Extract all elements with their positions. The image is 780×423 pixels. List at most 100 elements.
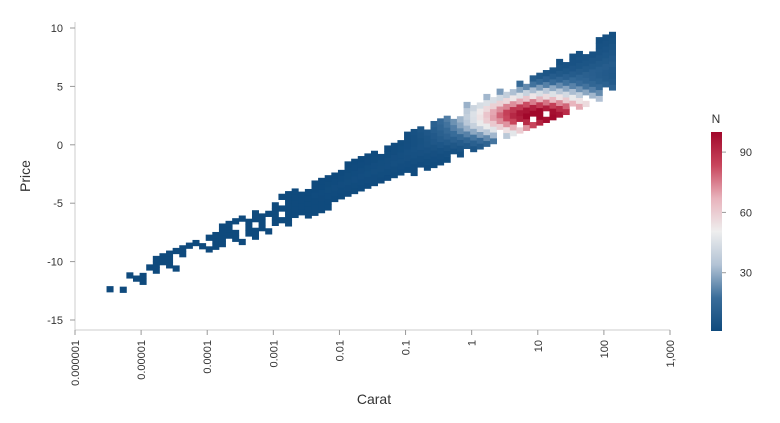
heatmap-cell bbox=[377, 171, 385, 178]
heatmap-cell bbox=[251, 233, 259, 240]
heatmap-cell bbox=[370, 168, 378, 175]
y-tick-label: 10 bbox=[51, 23, 63, 35]
heatmap-cell bbox=[489, 120, 497, 127]
heatmap-cell bbox=[377, 159, 385, 166]
heatmap-cell bbox=[529, 75, 537, 82]
heatmap-cell bbox=[417, 149, 425, 156]
heatmap-cell bbox=[509, 130, 517, 137]
heatmap-cell bbox=[463, 142, 471, 150]
heatmap-cell bbox=[331, 184, 339, 191]
heatmap-cell bbox=[476, 125, 484, 133]
colorbar-tick-label: 30 bbox=[740, 268, 752, 280]
heatmap-cell bbox=[562, 91, 570, 98]
heatmap-cell bbox=[456, 139, 464, 146]
heatmap-cell bbox=[397, 157, 405, 164]
heatmap-cell bbox=[331, 195, 339, 203]
heatmap-cell bbox=[562, 73, 570, 80]
heatmap-cell bbox=[562, 97, 570, 104]
heatmap-cell bbox=[126, 272, 134, 279]
heatmap-cell bbox=[542, 70, 550, 77]
heatmap-cell bbox=[489, 126, 497, 133]
heatmap-cell bbox=[212, 231, 220, 239]
x-tick-label: 1,000 bbox=[665, 340, 677, 368]
heatmap-cell bbox=[496, 117, 504, 125]
heatmap-cell bbox=[430, 156, 438, 163]
heatmap-cell bbox=[483, 93, 491, 101]
heatmap-cell bbox=[430, 144, 438, 151]
x-tick-label: 0.001 bbox=[268, 340, 280, 368]
heatmap-cell bbox=[271, 213, 279, 221]
heatmap-cell bbox=[390, 154, 398, 161]
heatmap-cell bbox=[192, 239, 200, 247]
heatmap-cell bbox=[529, 87, 537, 94]
x-ticks: 0.000001 0.00001 0.0001 0.001 0.01 0.1 1 10 100 1… bbox=[70, 330, 677, 386]
heatmap-cell bbox=[589, 86, 597, 93]
heatmap-cell bbox=[205, 234, 213, 241]
heatmap-cell bbox=[509, 100, 517, 108]
heatmap-cell bbox=[509, 112, 517, 119]
heatmap-cell bbox=[390, 160, 398, 167]
heatmap-cell bbox=[569, 76, 577, 84]
heatmap-cell bbox=[549, 114, 557, 121]
heatmap-cell bbox=[569, 65, 577, 72]
heatmap-cell bbox=[450, 130, 458, 137]
heatmap-cell bbox=[245, 218, 253, 225]
heatmap-cell bbox=[291, 211, 299, 219]
heatmap-cell bbox=[430, 126, 438, 134]
heatmap-cell bbox=[404, 166, 412, 173]
heatmap-cell bbox=[542, 93, 550, 100]
heatmap-cell bbox=[470, 110, 478, 118]
heatmap-cell bbox=[470, 128, 478, 135]
heatmap-cell bbox=[351, 176, 359, 183]
heatmap-cell bbox=[556, 105, 564, 112]
y-tick-label: -15 bbox=[47, 315, 63, 327]
heatmap-cell bbox=[556, 82, 564, 89]
heatmap-cell bbox=[423, 152, 431, 160]
heatmap-cell bbox=[152, 261, 160, 268]
heatmap-cell bbox=[595, 77, 603, 85]
heatmap-cell bbox=[569, 82, 577, 90]
heatmap-cell bbox=[443, 115, 451, 122]
heatmap-cell bbox=[364, 176, 372, 183]
heatmap-cell bbox=[523, 118, 531, 126]
heatmap-cell bbox=[390, 171, 398, 179]
x-tick-label: 0.1 bbox=[401, 340, 413, 355]
heatmap-cell bbox=[562, 102, 570, 110]
heatmap-cell bbox=[291, 200, 299, 207]
heatmap-cell bbox=[602, 69, 610, 76]
heatmap-cell bbox=[397, 163, 405, 170]
heatmap-cell bbox=[298, 191, 306, 198]
heatmap-cell bbox=[331, 178, 339, 185]
heatmap-cell bbox=[377, 177, 385, 184]
heatmap-cell bbox=[423, 129, 431, 136]
heatmap-cell bbox=[370, 174, 378, 181]
heatmap-cell bbox=[489, 114, 497, 121]
heatmap-cell bbox=[278, 217, 286, 224]
heatmap-cell bbox=[509, 124, 517, 131]
heatmap-cell bbox=[344, 178, 352, 186]
heatmap-cell bbox=[463, 125, 471, 132]
heatmap-cell bbox=[549, 90, 557, 97]
heatmap-cell bbox=[119, 286, 127, 293]
heatmap-cell bbox=[370, 179, 378, 187]
y-ticks: 10 5 0 -5 -10 -15 bbox=[47, 23, 75, 327]
heatmap-cell bbox=[595, 66, 603, 73]
heatmap-cell bbox=[205, 246, 213, 253]
heatmap-cell bbox=[324, 204, 332, 211]
heatmap-cell bbox=[549, 102, 557, 109]
heatmap-cell bbox=[430, 161, 438, 169]
heatmap-cell bbox=[258, 219, 266, 226]
colorbar-title: N bbox=[712, 112, 721, 126]
heatmap-cell bbox=[357, 185, 365, 192]
heatmap-cell bbox=[496, 88, 504, 95]
heatmap-cell bbox=[324, 192, 332, 199]
x-tick-label: 0.01 bbox=[334, 340, 346, 361]
heatmap-cell bbox=[423, 164, 431, 171]
heatmap-cell bbox=[470, 122, 478, 129]
heatmap-cell bbox=[384, 157, 392, 164]
heatmap-cell bbox=[397, 151, 405, 159]
heatmap-cell bbox=[503, 126, 511, 134]
heatmap-cell bbox=[404, 160, 412, 168]
heatmap-cell bbox=[602, 40, 610, 47]
